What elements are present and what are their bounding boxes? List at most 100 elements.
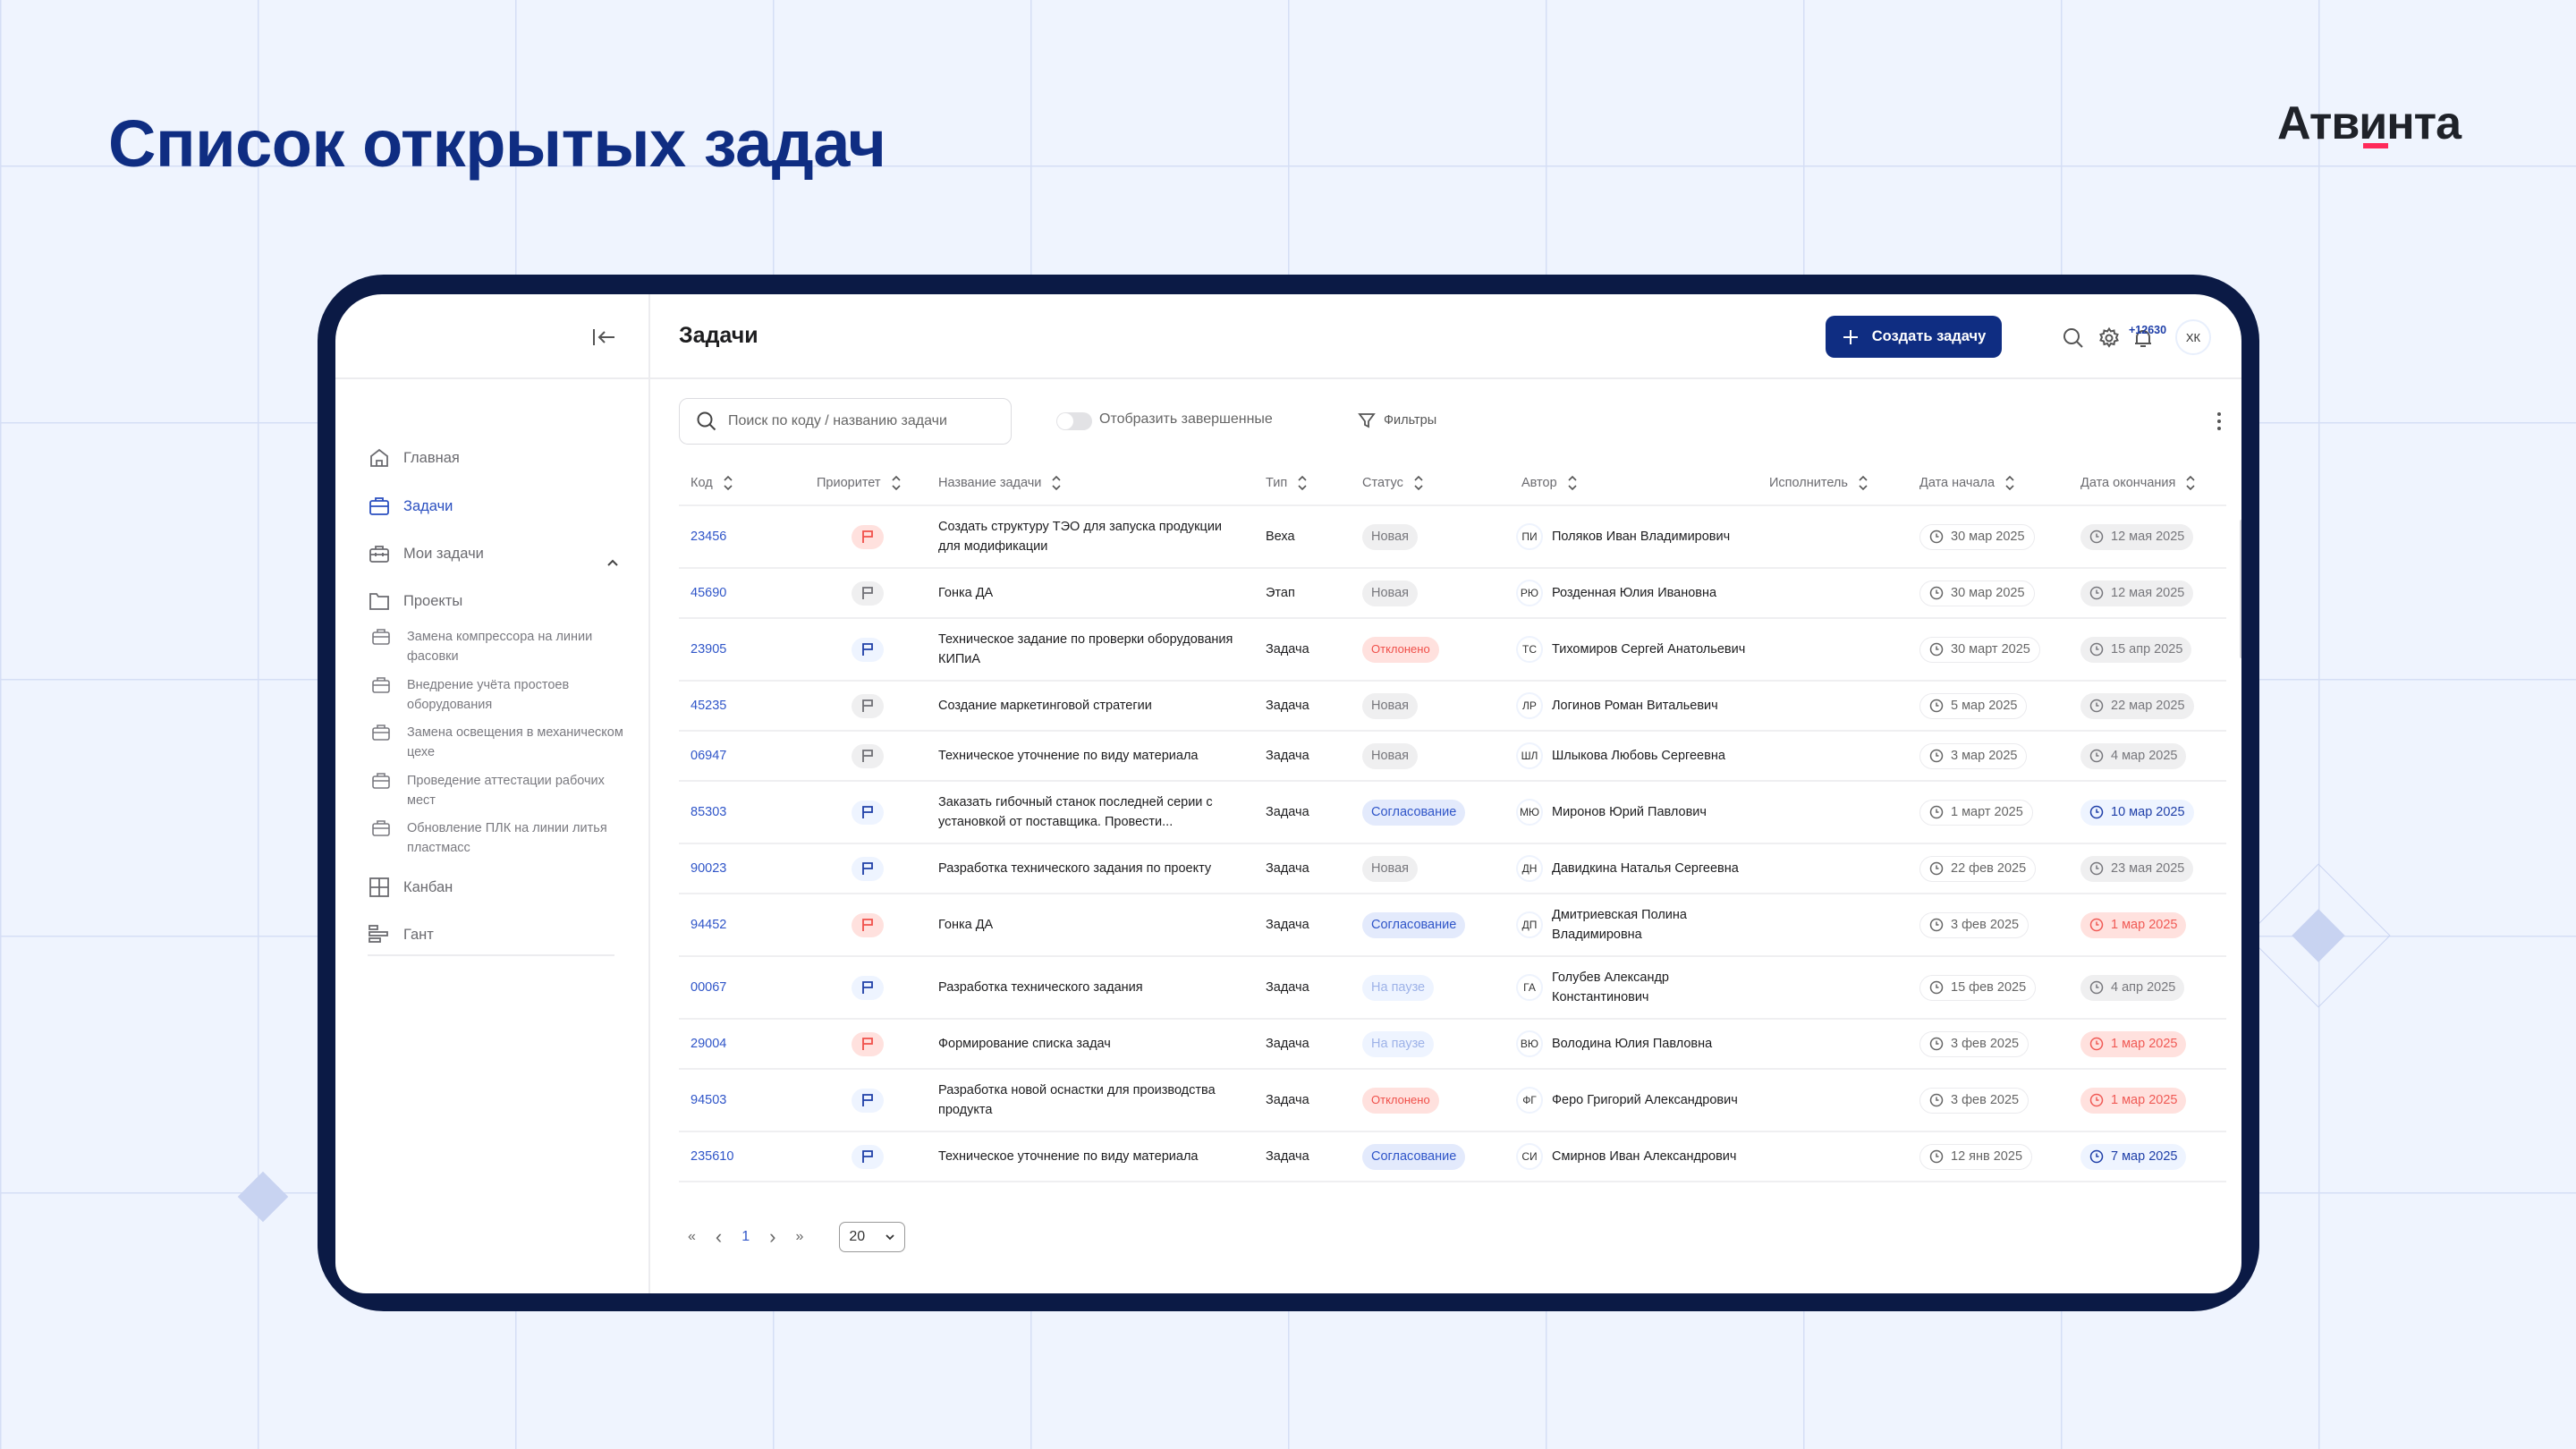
create-task-button[interactable]: Создать задачу: [1826, 316, 2002, 358]
task-code-link[interactable]: 23456: [691, 530, 727, 544]
briefcase-icon: [372, 676, 390, 693]
table-row[interactable]: 00067 Разработка технического задания За…: [679, 957, 2226, 1020]
page-size-select[interactable]: 20: [839, 1222, 906, 1252]
user-avatar[interactable]: ХК: [2175, 319, 2211, 355]
sidebar-item-toolbox[interactable]: Мои задачи: [368, 542, 484, 565]
table-row[interactable]: 94503 Разработка новой оснастки для прои…: [679, 1070, 2226, 1132]
sort-icon[interactable]: [1412, 473, 1425, 493]
task-code-link[interactable]: 90023: [691, 861, 727, 876]
task-code-link[interactable]: 06947: [691, 749, 727, 763]
column-header[interactable]: Тип: [1254, 473, 1351, 493]
sort-icon[interactable]: [1050, 473, 1063, 493]
task-code-link[interactable]: 00067: [691, 980, 727, 995]
sort-icon[interactable]: [1857, 473, 1869, 493]
task-name[interactable]: Разработка технического задания: [938, 980, 1143, 995]
task-name[interactable]: Техническое задание по проверки оборудов…: [938, 632, 1233, 666]
table-row[interactable]: 94452 Гонка ДА Задача Согласование ДП Дми…: [679, 894, 2226, 957]
name-cell: Создать структуру ТЭО для запуска продук…: [927, 506, 1254, 567]
task-name[interactable]: Техническое уточнение по виду материала: [938, 1149, 1199, 1164]
sort-icon[interactable]: [890, 473, 902, 493]
sort-icon[interactable]: [2004, 473, 2016, 493]
task-code-link[interactable]: 94503: [691, 1093, 727, 1107]
table-row[interactable]: 45690 Гонка ДА Этап Новая РЮ Розденная Юл…: [679, 569, 2226, 619]
task-code-link[interactable]: 94452: [691, 918, 727, 932]
sort-icon[interactable]: [1296, 473, 1309, 493]
first-page-button[interactable]: «: [688, 1229, 696, 1244]
name-cell: Разработка новой оснастки для производст…: [927, 1070, 1254, 1131]
table-row[interactable]: 85303 Заказать гибочный станок последней…: [679, 782, 2226, 844]
search-input[interactable]: Поиск по коду / названию задачи: [679, 398, 1012, 445]
priority-cell: [805, 1077, 927, 1123]
sidebar-item-gantt[interactable]: Гант: [368, 923, 434, 946]
sidebar-item-briefcase[interactable]: Задачи: [368, 495, 453, 518]
table-row[interactable]: 06947 Техническое уточнение по виду мате…: [679, 732, 2226, 782]
task-name[interactable]: Техническое уточнение по виду материала: [938, 749, 1199, 763]
table-row[interactable]: 23456 Создать структуру ТЭО для запуска …: [679, 506, 2226, 569]
column-header[interactable]: Исполнитель: [1758, 473, 1908, 493]
task-name[interactable]: Разработка новой оснастки для производст…: [938, 1083, 1216, 1117]
more-options-icon[interactable]: [2210, 409, 2228, 434]
top-bar: Задачи Создать задачу +12630 ХК: [650, 294, 2241, 379]
filters-button[interactable]: Фильтры: [1357, 411, 1436, 430]
sort-icon[interactable]: [1566, 473, 1579, 493]
chevron-up-icon[interactable]: [604, 554, 622, 572]
table-row[interactable]: 235610 Техническое уточнение по виду мат…: [679, 1132, 2226, 1182]
clock-icon: [2089, 805, 2104, 819]
table-scrollbar[interactable]: [2240, 520, 2241, 658]
column-header[interactable]: Дата окончания: [2069, 473, 2226, 493]
task-name[interactable]: Гонка ДА: [938, 586, 994, 600]
column-header[interactable]: Дата начала: [1908, 473, 2069, 493]
sidebar-project-item[interactable]: Внедрение учёта простоев оборудования: [371, 675, 631, 715]
status-badge: Новая: [1362, 742, 1418, 769]
task-name[interactable]: Гонка ДА: [938, 918, 994, 932]
clock-icon: [2089, 530, 2104, 544]
current-page[interactable]: 1: [741, 1229, 750, 1244]
code-cell: 45235: [679, 682, 805, 729]
task-code-link[interactable]: 29004: [691, 1037, 727, 1051]
gear-icon[interactable]: [2097, 326, 2121, 350]
column-header[interactable]: Статус: [1351, 473, 1510, 493]
task-code-link[interactable]: 45235: [691, 699, 727, 713]
author-cell: ШЛ Шлыкова Любовь Сергеевна: [1510, 732, 1758, 780]
column-header[interactable]: Приоритет: [805, 473, 927, 493]
sort-icon[interactable]: [2184, 473, 2197, 493]
column-header[interactable]: Код: [679, 473, 805, 493]
sidebar-item-folder[interactable]: Проекты: [368, 589, 462, 613]
task-code-link[interactable]: 235610: [691, 1149, 734, 1164]
task-name[interactable]: Создание маркетинговой стратегии: [938, 699, 1152, 713]
task-name[interactable]: Формирование списка задач: [938, 1037, 1111, 1051]
end-date-badge: 22 мар 2025: [2080, 692, 2194, 719]
start-date-badge: 12 янв 2025: [1919, 1143, 2033, 1170]
table-row[interactable]: 90023 Разработка технического задания по…: [679, 844, 2226, 894]
bell-icon[interactable]: [2131, 326, 2155, 350]
sort-icon[interactable]: [722, 473, 734, 493]
end-date-badge: 4 апр 2025: [2080, 974, 2185, 1001]
sidebar-project-item[interactable]: Обновление ПЛК на линии литья пластмасс: [371, 818, 631, 858]
column-header[interactable]: Название задачи: [927, 473, 1254, 493]
table-row[interactable]: 29004 Формирование списка задач Задача Н…: [679, 1020, 2226, 1070]
task-name[interactable]: Заказать гибочный станок последней серии…: [938, 795, 1213, 829]
task-code-link[interactable]: 85303: [691, 805, 727, 819]
chevron-down-icon: [886, 1234, 895, 1241]
show-completed-toggle[interactable]: [1056, 412, 1092, 430]
task-name[interactable]: Разработка технического задания по проек…: [938, 861, 1212, 876]
task-type: Задача: [1266, 749, 1309, 763]
task-code-link[interactable]: 45690: [691, 586, 727, 600]
collapse-left-icon[interactable]: [591, 326, 616, 348]
column-header[interactable]: Автор: [1510, 473, 1758, 493]
table-row[interactable]: 45235 Создание маркетинговой стратегии З…: [679, 682, 2226, 732]
next-page-button[interactable]: ›: [769, 1225, 776, 1248]
prev-page-button[interactable]: ‹: [715, 1225, 723, 1248]
sidebar-item-home[interactable]: Главная: [368, 446, 460, 470]
sidebar-project-item[interactable]: Замена компрессора на линии фасовки: [371, 627, 631, 666]
table-row[interactable]: 23905 Техническое задание по проверки об…: [679, 619, 2226, 682]
sidebar-project-item[interactable]: Замена освещения в механическом цехе: [371, 723, 631, 762]
sidebar-project-item[interactable]: Проведение аттестации рабочих мест: [371, 771, 631, 810]
task-name[interactable]: Создать структуру ТЭО для запуска продук…: [938, 520, 1223, 554]
sidebar-item-kanban[interactable]: Канбан: [368, 876, 453, 899]
last-page-button[interactable]: »: [795, 1229, 804, 1244]
task-code-link[interactable]: 23905: [691, 642, 727, 657]
search-placeholder: Поиск по коду / названию задачи: [728, 413, 947, 428]
status-badge: Согласование: [1362, 911, 1466, 938]
search-icon[interactable]: [2062, 326, 2085, 350]
